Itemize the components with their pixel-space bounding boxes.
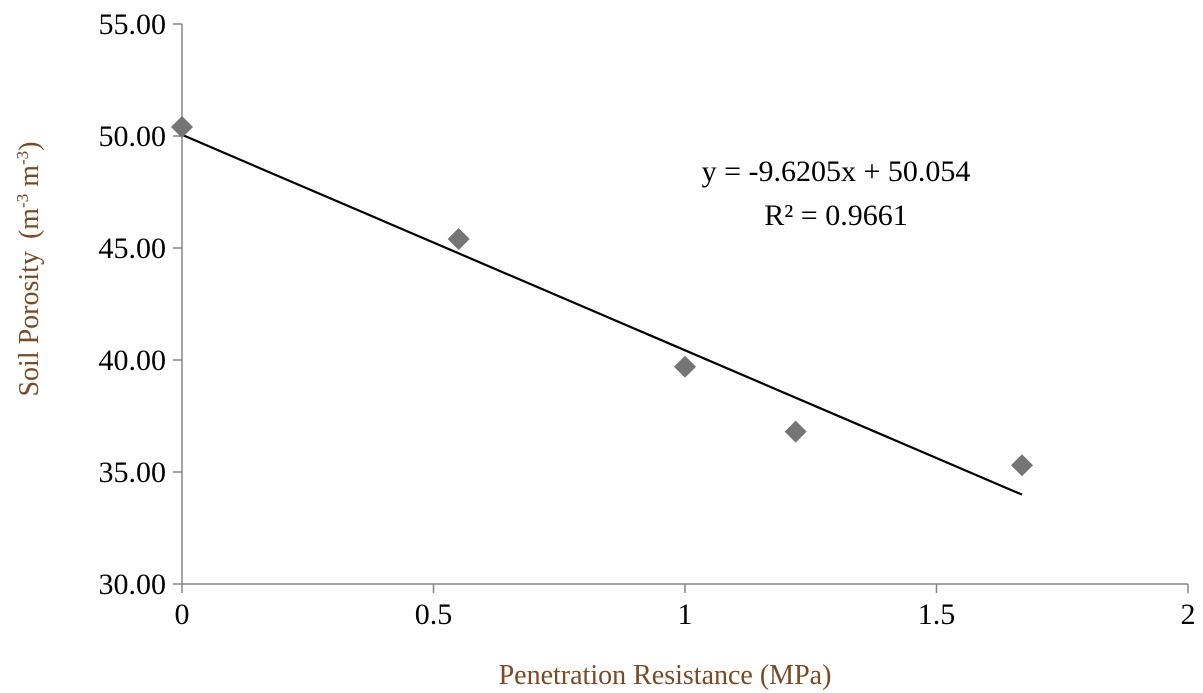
trendline-group bbox=[181, 133, 1023, 496]
y-axis-title-main: Soil Porosity bbox=[14, 251, 45, 396]
data-point bbox=[1011, 454, 1034, 477]
y-axis-title-unit-open: (m bbox=[14, 208, 45, 239]
y-tick-label: 55.00 bbox=[99, 8, 167, 41]
axes bbox=[181, 24, 1188, 585]
y-axis-title-unit-sup1: -3 bbox=[13, 194, 32, 208]
x-tick-label: 1.5 bbox=[918, 598, 956, 631]
x-tick-label: 1 bbox=[678, 598, 693, 631]
linear-trendline bbox=[181, 133, 1023, 496]
y-axis-ticks: 30.00 35.00 40.00 45.00 50.00 55.00 bbox=[99, 8, 182, 601]
y-axis-title-unit-sup2: -3 bbox=[13, 151, 32, 165]
data-point bbox=[447, 228, 470, 251]
x-axis-title: Penetration Resistance (MPa) bbox=[499, 660, 832, 691]
y-axis-title-unit-base2: m bbox=[14, 165, 45, 194]
data-points bbox=[171, 116, 1034, 477]
y-tick-label: 50.00 bbox=[99, 120, 167, 153]
y-axis-title-unit-close: ) bbox=[14, 141, 45, 150]
r-squared-label: R² = 0.9661 bbox=[764, 199, 907, 232]
x-axis-ticks: 0 0.5 1 1.5 2 bbox=[175, 584, 1196, 631]
x-tick-label: 0.5 bbox=[415, 598, 453, 631]
x-tick-label: 0 bbox=[175, 598, 190, 631]
data-point bbox=[171, 116, 193, 139]
data-point bbox=[674, 355, 696, 378]
y-tick-label: 40.00 bbox=[99, 344, 167, 377]
y-tick-label: 35.00 bbox=[99, 456, 167, 489]
y-axis-title: Soil Porosity(m-3 m-3) bbox=[13, 141, 45, 396]
trendline-equation: y = -9.6205x + 50.054 bbox=[702, 155, 971, 188]
y-tick-label: 45.00 bbox=[99, 232, 167, 265]
data-point bbox=[784, 420, 807, 443]
x-tick-label: 2 bbox=[1181, 598, 1196, 631]
y-tick-label: 30.00 bbox=[99, 568, 167, 601]
